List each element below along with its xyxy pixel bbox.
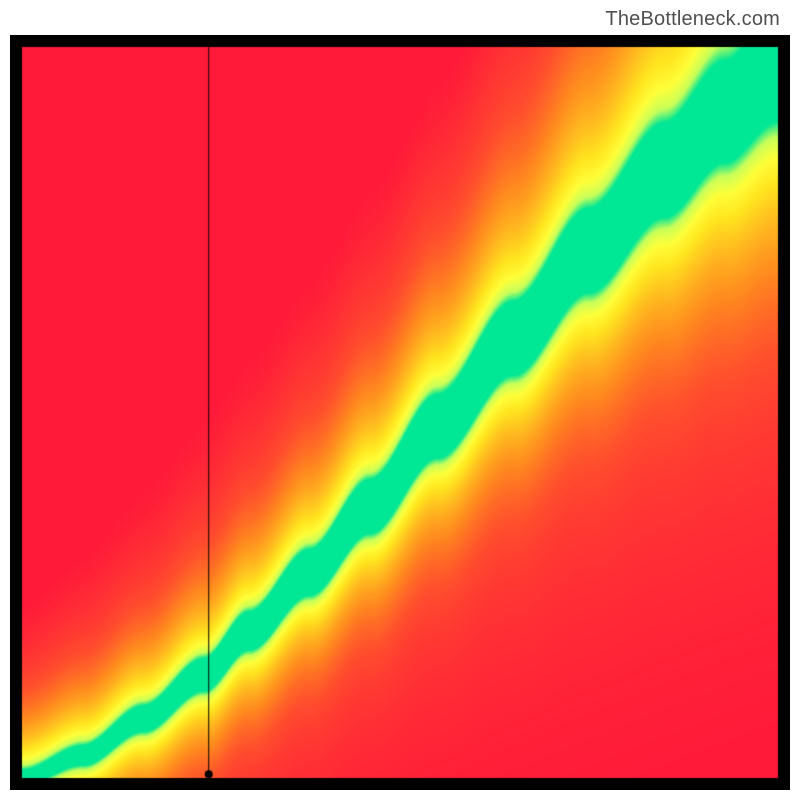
marker-overlay (10, 35, 790, 790)
watermark-text: TheBottleneck.com (605, 8, 780, 31)
heatmap-frame (10, 35, 790, 790)
